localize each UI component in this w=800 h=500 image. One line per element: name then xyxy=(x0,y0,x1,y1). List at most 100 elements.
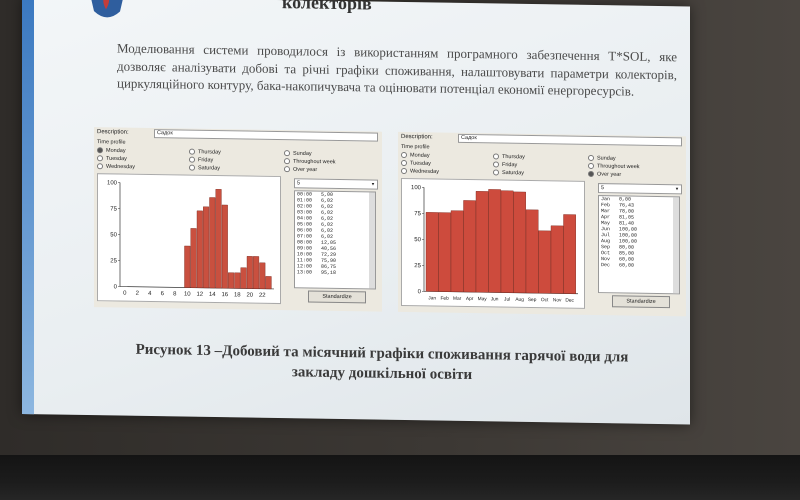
radio-label: Friday xyxy=(198,157,214,164)
monthly-consumption-chart: 0 25 50 75 100 Jan Feb Mar Apr May Jun Jul Aug Sep Oct… xyxy=(401,177,585,309)
radio-tuesday[interactable]: Tuesday xyxy=(97,155,127,162)
bar-11 xyxy=(190,228,197,288)
radio-over-year[interactable]: Over year xyxy=(284,166,317,173)
radio-label: Wednesday xyxy=(106,163,135,171)
radio-dot-icon xyxy=(189,164,195,171)
chevron-down-icon[interactable]: ▾ xyxy=(675,186,679,193)
radio-wednesday[interactable]: Wednesday xyxy=(401,167,439,176)
radio-label: Saturday xyxy=(502,169,525,177)
radio-dot-icon xyxy=(588,170,594,177)
bar-22 xyxy=(259,262,266,290)
radio-throughout-week[interactable]: Throughout week xyxy=(284,158,336,165)
standardize-button[interactable]: Standardize xyxy=(308,290,366,304)
y-tick-label: 100 xyxy=(411,185,422,191)
radio-sunday[interactable]: Sunday xyxy=(284,150,312,157)
radio-label: Throughout week xyxy=(293,158,336,166)
bar-Nov xyxy=(550,225,564,294)
radio-saturday[interactable]: Saturday xyxy=(493,169,524,176)
monthly-values-list[interactable]: Jan 0,00 Feb 76,43 Mar 78,00 Apr 81,05 May 8… xyxy=(598,195,680,295)
x-tick-label: 22 xyxy=(259,293,266,299)
radio-monday[interactable]: Monday xyxy=(97,147,126,154)
slide-accent-bar xyxy=(22,0,34,415)
x-tick-label: Aug xyxy=(515,297,524,303)
radio-dot-icon xyxy=(97,155,103,162)
y-tick-label: 0 xyxy=(418,289,422,295)
radio-dot-icon xyxy=(189,156,195,163)
monthly-chart-svg: 0 25 50 75 100 Jan Feb Mar Apr May Jun Jul Aug Sep Oct… xyxy=(411,185,578,304)
radio-sunday[interactable]: Sunday xyxy=(588,154,616,162)
x-tick-label: 6 xyxy=(161,291,165,297)
radio-label: Wednesday xyxy=(410,168,439,176)
radio-label: Friday xyxy=(502,161,518,169)
radio-label: Thursday xyxy=(198,149,221,156)
radio-monday[interactable]: Monday xyxy=(401,151,430,159)
bar-16 xyxy=(221,204,228,289)
y-tick-label: 75 xyxy=(414,211,421,217)
x-tick-label: Jun xyxy=(491,296,499,302)
radio-dot-icon xyxy=(401,167,407,175)
x-tick-label: 14 xyxy=(209,292,216,298)
x-tick-label: Sep xyxy=(528,297,537,303)
chevron-down-icon[interactable]: ▾ xyxy=(371,181,375,188)
radio-label: Over year xyxy=(293,166,318,174)
bar-Oct xyxy=(538,230,551,294)
bar-21 xyxy=(253,256,260,289)
description-input[interactable]: Садок xyxy=(458,133,682,147)
radio-thursday[interactable]: Thursday xyxy=(189,148,221,156)
x-tick-label: Jan xyxy=(428,295,436,301)
x-tick-label: Jul xyxy=(504,297,510,303)
y-tick-label: 75 xyxy=(110,206,117,212)
radio-dot-icon xyxy=(493,153,499,160)
radio-label: Over year xyxy=(597,171,622,178)
value-combo[interactable]: 5 ▾ xyxy=(294,178,378,190)
radio-dot-icon xyxy=(189,148,195,155)
daily-consumption-chart: 0 25 50 75 100 0 2 4 6 8 10 12 14 16 18 20 22 xyxy=(97,173,281,305)
radio-label: Sunday xyxy=(293,150,312,158)
radio-dot-icon xyxy=(97,147,103,154)
bar-12 xyxy=(196,210,203,289)
radio-label: Monday xyxy=(106,147,126,155)
value-combo[interactable]: 5 ▾ xyxy=(598,183,682,195)
bar-Dec xyxy=(563,214,576,294)
bar-Aug xyxy=(513,191,526,294)
time-profile-label: Time profile xyxy=(97,139,126,146)
bar-Feb xyxy=(438,212,451,292)
hourly-values-list[interactable]: 00:00 5,00 01:00 6,02 02:00 6,02 03:00 6,02… xyxy=(294,190,376,290)
radio-tuesday[interactable]: Tuesday xyxy=(401,159,431,167)
y-tick-label: 25 xyxy=(414,263,421,269)
x-tick-label: 16 xyxy=(221,292,228,298)
radio-over-year[interactable]: Over year xyxy=(588,170,622,178)
radio-dot-icon xyxy=(588,162,594,169)
radio-thursday[interactable]: Thursday xyxy=(493,153,525,160)
radio-dot-icon xyxy=(284,158,290,165)
radio-wednesday[interactable]: Wednesday xyxy=(97,163,135,170)
x-tick-label: 2 xyxy=(136,291,140,297)
radio-dot-icon xyxy=(588,154,594,161)
bar-17 xyxy=(228,272,235,289)
radio-friday[interactable]: Friday xyxy=(493,161,517,168)
standardize-button[interactable]: Standardize xyxy=(612,295,670,309)
y-tick-label: 100 xyxy=(107,180,118,186)
x-tick-label: 12 xyxy=(196,292,203,298)
list-item[interactable]: Dec 60,00 xyxy=(601,262,635,269)
radio-friday[interactable]: Friday xyxy=(189,156,214,164)
list-item[interactable]: 13:00 95,18 xyxy=(297,269,337,276)
radio-saturday[interactable]: Saturday xyxy=(189,164,220,172)
bar-19 xyxy=(240,267,247,289)
bar-May xyxy=(475,191,489,293)
list-scrollbar[interactable] xyxy=(369,192,375,289)
x-tick-label: 10 xyxy=(184,292,191,298)
x-tick-label: 8 xyxy=(173,291,177,297)
x-tick-label: Apr xyxy=(466,296,474,302)
list-scrollbar[interactable] xyxy=(673,197,679,294)
x-tick-label: Oct xyxy=(541,297,549,303)
x-tick-label: 4 xyxy=(148,291,152,297)
x-tick-label: 20 xyxy=(246,293,253,299)
university-logo-icon xyxy=(88,0,126,18)
radio-label: Thursday xyxy=(502,153,525,161)
x-tick-label: 18 xyxy=(234,292,241,298)
radio-throughout-week[interactable]: Throughout week xyxy=(588,162,640,170)
radio-dot-icon xyxy=(401,151,407,159)
radio-dot-icon xyxy=(284,150,290,157)
description-input[interactable]: Садок xyxy=(154,129,378,142)
